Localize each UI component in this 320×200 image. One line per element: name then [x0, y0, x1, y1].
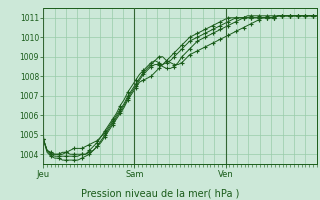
- Text: Pression niveau de la mer( hPa ): Pression niveau de la mer( hPa ): [81, 188, 239, 198]
